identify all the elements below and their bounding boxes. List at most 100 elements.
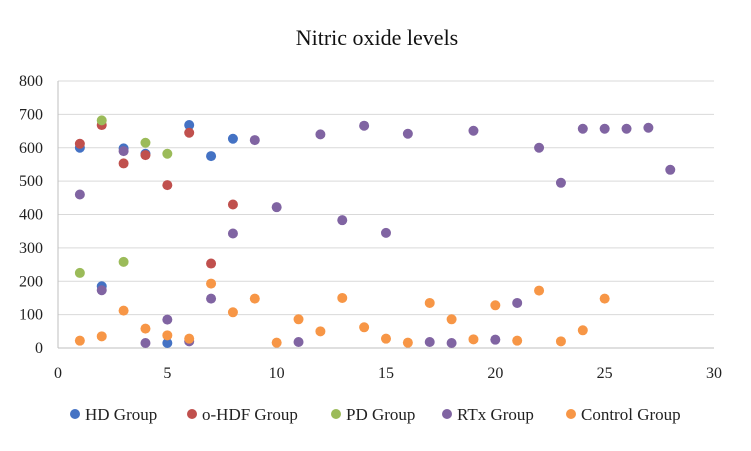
data-point xyxy=(227,228,238,239)
data-point xyxy=(206,151,217,162)
gridlines xyxy=(58,80,714,316)
data-point xyxy=(162,337,173,348)
data-point xyxy=(315,326,326,337)
data-point xyxy=(162,314,173,325)
data-point xyxy=(337,292,348,303)
data-point xyxy=(490,334,501,345)
x-tick-label: 25 xyxy=(597,365,613,382)
data-point xyxy=(577,123,588,134)
legend-label: HD Group xyxy=(85,405,157,424)
data-point xyxy=(293,336,304,347)
x-tick-label: 20 xyxy=(487,365,503,382)
data-point xyxy=(227,199,238,210)
data-point xyxy=(74,138,85,149)
data-point xyxy=(74,189,85,200)
data-point xyxy=(162,330,173,341)
data-point xyxy=(162,148,173,159)
data-point xyxy=(402,128,413,139)
data-point xyxy=(359,322,370,333)
data-point xyxy=(468,125,479,136)
data-point xyxy=(315,129,326,140)
data-point xyxy=(424,297,435,308)
data-point xyxy=(227,307,238,318)
legend-label: o-HDF Group xyxy=(202,405,298,424)
data-point xyxy=(74,335,85,346)
data-point xyxy=(555,177,566,188)
data-point xyxy=(468,334,479,345)
legend-marker xyxy=(566,409,576,419)
data-point xyxy=(74,267,85,278)
data-point xyxy=(271,337,282,348)
data-point xyxy=(446,337,457,348)
x-tick-label: 0 xyxy=(54,365,62,382)
x-tick-label: 30 xyxy=(706,365,722,382)
data-point xyxy=(534,142,545,153)
data-point xyxy=(665,164,676,175)
data-point xyxy=(206,293,217,304)
data-point xyxy=(599,123,610,134)
y-tick-label: 600 xyxy=(19,140,43,157)
legend-label: Control Group xyxy=(581,405,681,424)
data-point xyxy=(140,337,151,348)
y-tick-label: 0 xyxy=(35,340,43,357)
series-0 xyxy=(74,120,238,348)
x-tick-label: 10 xyxy=(269,365,285,382)
data-point xyxy=(534,285,545,296)
legend-marker xyxy=(442,409,452,419)
data-point xyxy=(140,323,151,334)
data-point xyxy=(337,215,348,226)
legend-item: HD Group xyxy=(70,405,157,424)
series-3 xyxy=(74,120,676,348)
y-tick-labels: 0 100 200 300 400 500 600 700 800 xyxy=(19,73,43,357)
data-point xyxy=(381,333,391,344)
data-point xyxy=(599,293,610,304)
data-point xyxy=(359,120,370,131)
series-4 xyxy=(74,278,610,348)
legend-item: Control Group xyxy=(566,405,681,424)
legend-item: PD Group xyxy=(331,405,415,424)
data-point xyxy=(293,314,304,325)
legend-marker xyxy=(70,409,80,419)
y-tick-label: 100 xyxy=(19,307,43,324)
data-points xyxy=(74,115,676,348)
data-point xyxy=(381,227,391,238)
data-point xyxy=(643,122,654,133)
data-point xyxy=(577,325,588,336)
data-point xyxy=(140,150,151,161)
series-2 xyxy=(74,115,173,278)
y-tick-label: 500 xyxy=(19,173,43,190)
y-tick-label: 200 xyxy=(19,273,43,290)
data-point xyxy=(249,293,260,304)
data-point xyxy=(118,146,129,157)
data-point xyxy=(402,337,413,348)
data-point xyxy=(184,333,195,344)
data-point xyxy=(206,278,217,289)
y-tick-label: 400 xyxy=(19,207,43,224)
data-point xyxy=(424,336,435,347)
data-point xyxy=(96,331,107,342)
data-point xyxy=(621,123,632,134)
data-point xyxy=(206,258,217,269)
legend-marker xyxy=(331,409,341,419)
data-point xyxy=(512,335,523,346)
legend-label: PD Group xyxy=(346,405,415,424)
legend-label: RTx Group xyxy=(457,405,534,424)
data-point xyxy=(96,285,107,296)
data-point xyxy=(96,115,107,126)
legend-marker xyxy=(187,409,197,419)
y-tick-label: 700 xyxy=(19,106,43,123)
data-point xyxy=(184,120,195,131)
data-point xyxy=(446,314,457,325)
chart-title: Nitric oxide levels xyxy=(296,25,459,50)
data-point xyxy=(271,202,282,213)
data-point xyxy=(555,336,566,347)
data-point xyxy=(118,256,129,267)
legend-item: RTx Group xyxy=(442,405,534,424)
legend-item: o-HDF Group xyxy=(187,405,298,424)
x-tick-label: 15 xyxy=(378,365,394,382)
legend: HD Group o-HDF Group PD Group RTx Group Cont… xyxy=(70,405,681,424)
data-point xyxy=(184,127,195,138)
y-tick-label: 800 xyxy=(19,73,43,90)
series-1 xyxy=(74,120,238,269)
data-point xyxy=(490,300,501,311)
